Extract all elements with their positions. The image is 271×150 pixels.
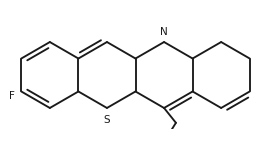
Text: S: S: [104, 115, 110, 124]
Text: F: F: [9, 91, 15, 101]
Text: N: N: [160, 27, 168, 37]
